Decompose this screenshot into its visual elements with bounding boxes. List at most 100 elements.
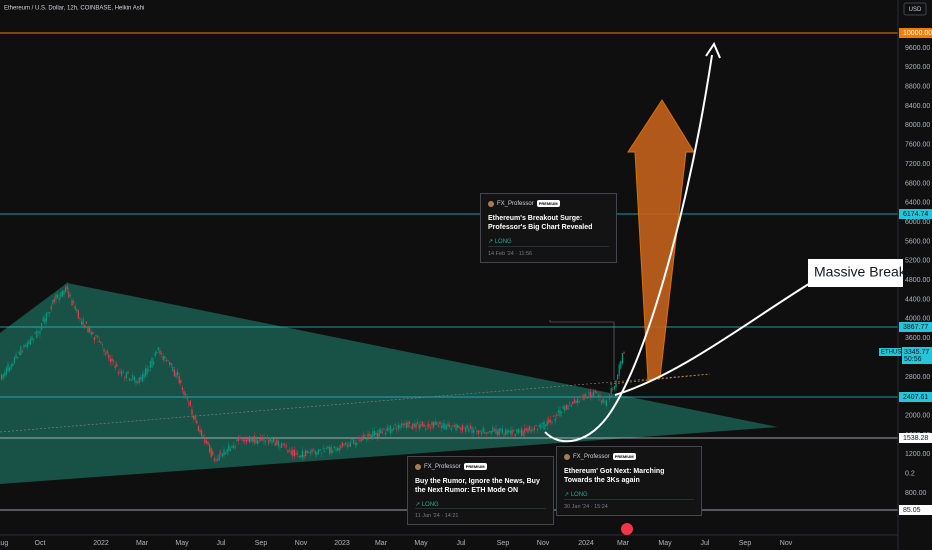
candle (607, 396, 609, 398)
candle (437, 425, 439, 427)
price-label: 6000.00 (905, 219, 930, 226)
time-label: Sep (739, 540, 752, 547)
price-tag (899, 209, 932, 219)
candle (159, 350, 161, 354)
candle (277, 440, 279, 447)
candle (330, 446, 332, 453)
candle (242, 439, 244, 442)
candle (329, 447, 331, 454)
candle (383, 428, 385, 430)
candle (388, 428, 390, 430)
price-tag (899, 433, 932, 443)
candle (253, 436, 255, 443)
candle (260, 436, 262, 441)
idea-card[interactable]: FX_Professor PREMIUM Ethereum' Got Next: … (556, 446, 702, 516)
candle (85, 321, 87, 324)
candle (513, 429, 515, 431)
candle (41, 323, 43, 331)
candle (484, 431, 486, 434)
candle (589, 391, 591, 397)
candle (21, 351, 23, 353)
price-tag-text: 2407.61 (903, 394, 928, 401)
idea-date: 11 Jan '24 · 14:21 (415, 508, 546, 519)
author-row: FX_Professor PREMIUM (564, 453, 694, 460)
candle (204, 437, 206, 443)
price-label: 6400.00 (905, 200, 930, 207)
candle (423, 424, 425, 428)
candle (591, 394, 593, 397)
candle (573, 399, 575, 403)
candle (458, 426, 460, 428)
candle (429, 427, 431, 429)
candle (479, 430, 481, 432)
candle (308, 451, 310, 453)
price-box (902, 347, 932, 364)
candle (425, 428, 427, 430)
candle (49, 312, 51, 314)
candle (364, 434, 366, 436)
candle (410, 426, 412, 428)
price-tag (899, 392, 932, 402)
candle (613, 385, 615, 390)
candle (303, 454, 305, 458)
idea-card[interactable]: FX_Professor PREMIUM Buy the Rumor, Ignor… (407, 456, 554, 525)
candle (541, 423, 543, 425)
candle (612, 388, 614, 390)
candle (2, 374, 4, 379)
candle (562, 405, 564, 409)
candle (257, 439, 259, 444)
candle (45, 313, 47, 322)
candle (175, 373, 177, 378)
price-tag-text: 85.05 (903, 507, 921, 514)
candle (431, 422, 433, 426)
candle (169, 362, 171, 365)
price-tag-text: 10000.00 (903, 30, 932, 37)
candle (602, 399, 604, 403)
candle (60, 292, 62, 297)
candle (295, 453, 297, 455)
candle (597, 394, 599, 398)
candle (553, 415, 555, 417)
candle (444, 423, 446, 430)
candle (317, 450, 319, 454)
price-label: 2800.00 (905, 374, 930, 381)
candle (409, 421, 411, 424)
idea-card[interactable]: FX_Professor PREMIUM Ethereum's Breakout … (480, 193, 617, 263)
currency-button[interactable] (903, 2, 927, 16)
time-label: Nov (780, 540, 793, 547)
candle (468, 428, 470, 433)
candle (399, 426, 401, 429)
candle (301, 450, 303, 459)
candle (532, 429, 534, 432)
candle (559, 409, 561, 416)
candle (380, 429, 382, 434)
candle (193, 415, 195, 420)
candle (445, 425, 447, 430)
candle (567, 405, 569, 410)
candle (455, 424, 457, 431)
candle (356, 442, 358, 445)
candle (473, 430, 475, 433)
candle (239, 437, 241, 439)
candle (466, 424, 468, 429)
idea-date: 30 Jan '24 · 15:24 (564, 499, 694, 510)
candle (164, 356, 166, 359)
candle (306, 450, 308, 453)
candle (538, 424, 540, 427)
candle (205, 440, 207, 444)
candle (546, 420, 548, 426)
candle (357, 437, 359, 440)
candle (90, 332, 92, 335)
candle (29, 338, 31, 345)
candle (378, 429, 380, 437)
candle (130, 379, 132, 381)
candle (461, 424, 463, 432)
candle (92, 331, 94, 334)
candle (463, 427, 465, 429)
candle (498, 428, 500, 436)
candle (191, 409, 193, 415)
candle (313, 449, 315, 451)
candle (287, 450, 289, 453)
currency[interactable]: USD (909, 7, 922, 13)
candle (255, 436, 257, 444)
